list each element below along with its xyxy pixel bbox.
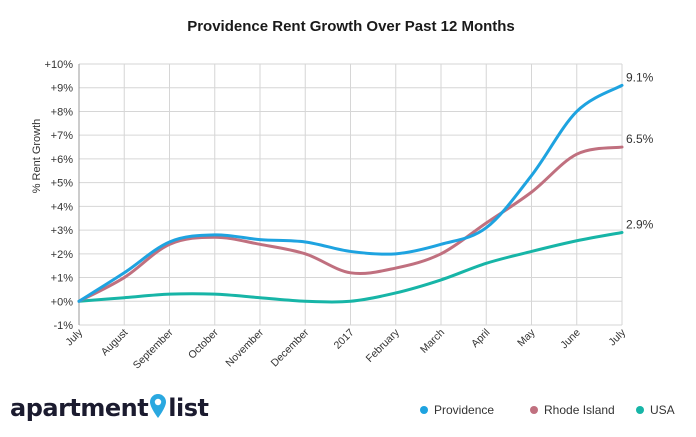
x-tick-label: July bbox=[606, 326, 628, 348]
y-tick-label: +6% bbox=[51, 154, 74, 166]
y-tick-label: +1% bbox=[51, 273, 74, 285]
x-tick-label: December bbox=[269, 326, 312, 369]
y-tick-label: +7% bbox=[51, 130, 74, 142]
y-tick-labels: -1% +0% +1% +2% +3% +4% +5% +6% +7% +8% +9% +10% bbox=[45, 59, 74, 332]
legend-label: USA bbox=[650, 403, 675, 417]
legend-label: Providence bbox=[434, 403, 494, 417]
y-tick-label: +10% bbox=[45, 59, 74, 71]
y-tick-label: +5% bbox=[51, 178, 74, 190]
chart-title: Providence Rent Growth Over Past 12 Mont… bbox=[187, 18, 515, 35]
legend: Providence Rhode Island USA bbox=[420, 403, 675, 417]
end-value-label: 2.9% bbox=[626, 217, 654, 231]
y-tick-label: +9% bbox=[51, 83, 74, 95]
series-line-providence bbox=[77, 83, 624, 303]
x-tick-label: June bbox=[558, 327, 583, 352]
x-tick-label: May bbox=[515, 326, 538, 349]
grid-lines bbox=[78, 63, 623, 326]
x-tick-labels: July August September October November Decemb… bbox=[63, 326, 628, 371]
x-tick-label: 2017 bbox=[332, 327, 357, 352]
x-tick-label: February bbox=[364, 326, 403, 365]
series-line-rhode-island bbox=[77, 145, 624, 303]
logo-text-left: apartment bbox=[10, 394, 149, 422]
y-tick-label: -1% bbox=[53, 320, 73, 332]
apartment-list-logo: apartment list bbox=[10, 394, 209, 422]
legend-label: Rhode Island bbox=[544, 403, 615, 417]
x-tick-label: October bbox=[186, 326, 221, 361]
legend-marker bbox=[636, 406, 644, 414]
legend-marker bbox=[420, 406, 428, 414]
y-tick-label: +0% bbox=[51, 296, 74, 308]
end-labels: 2.9% 6.5% 9.1% bbox=[626, 70, 654, 231]
end-value-label: 9.1% bbox=[626, 70, 654, 84]
map-pin-icon bbox=[150, 394, 167, 418]
y-tick-label: +4% bbox=[51, 201, 74, 213]
series-line-usa bbox=[77, 230, 624, 304]
end-value-label: 6.5% bbox=[626, 132, 654, 146]
y-tick-label: +3% bbox=[51, 225, 74, 237]
x-tick-label: August bbox=[99, 327, 131, 359]
x-tick-label: April bbox=[469, 327, 492, 350]
legend-marker bbox=[530, 406, 538, 414]
y-axis-label: % Rent Growth bbox=[31, 119, 43, 194]
x-tick-label: September bbox=[131, 326, 176, 371]
x-tick-label: March bbox=[418, 327, 447, 356]
logo-text-right: list bbox=[168, 394, 209, 422]
series-lines bbox=[77, 83, 624, 304]
y-tick-label: +8% bbox=[51, 106, 74, 118]
y-tick-label: +2% bbox=[51, 249, 74, 261]
x-tick-label: November bbox=[223, 326, 266, 369]
